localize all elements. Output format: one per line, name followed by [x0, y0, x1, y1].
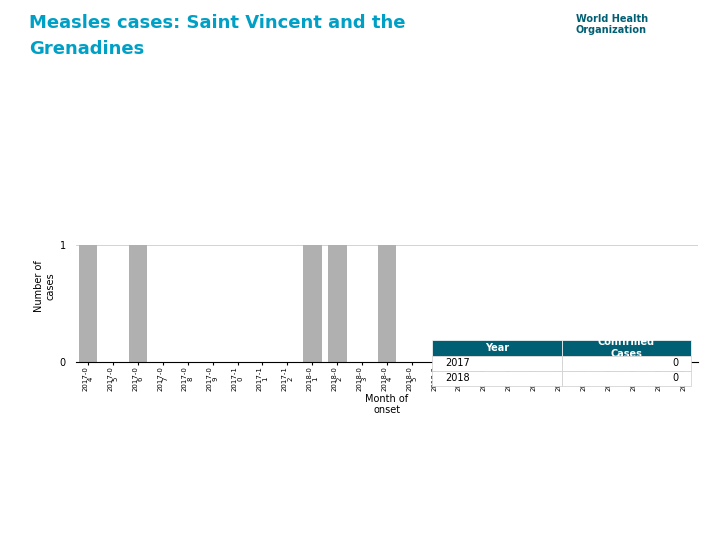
Text: Measles cases: Saint Vincent and the: Measles cases: Saint Vincent and the	[29, 14, 405, 31]
Bar	[328, 246, 346, 362]
Bar	[303, 246, 322, 362]
Bar	[78, 246, 97, 362]
Bar	[129, 246, 147, 362]
Text: World Health
Organization: World Health Organization	[576, 14, 648, 35]
Bar	[378, 246, 396, 362]
Y-axis label: Number of
cases: Number of cases	[34, 260, 55, 312]
Text: Grenadines: Grenadines	[29, 40, 144, 58]
X-axis label: Month of
onset: Month of onset	[366, 394, 408, 415]
